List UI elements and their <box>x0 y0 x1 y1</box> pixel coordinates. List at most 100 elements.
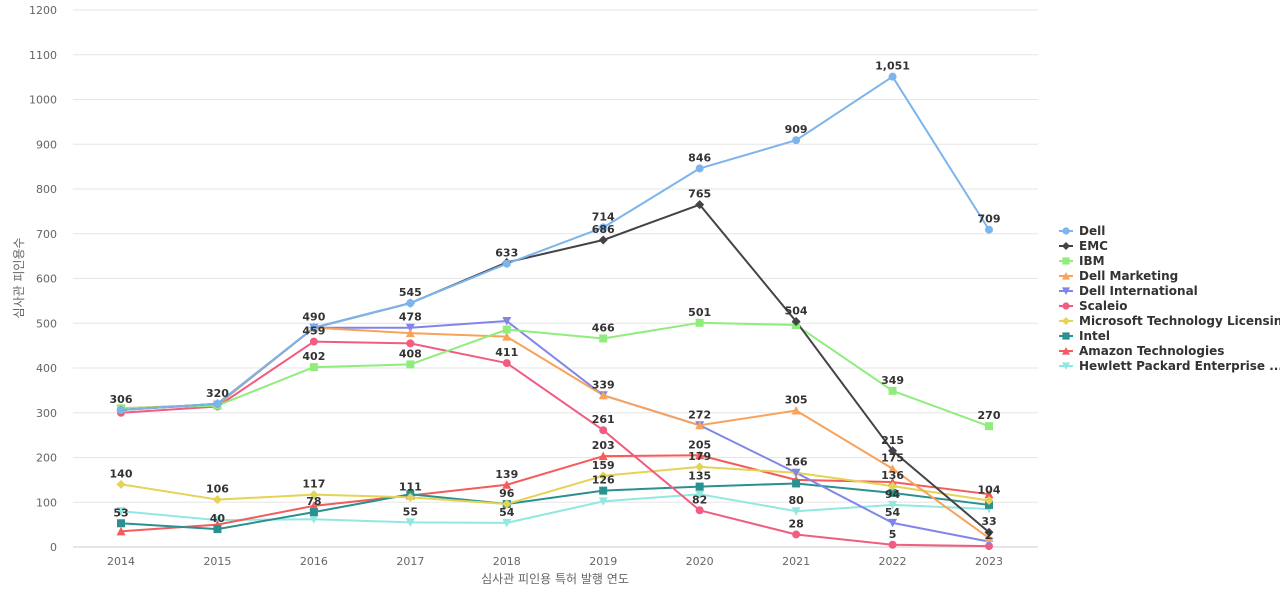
data-point <box>116 507 126 516</box>
data-label: 765 <box>688 188 711 201</box>
y-tick-label: 600 <box>36 273 57 286</box>
data-label: 159 <box>592 459 615 472</box>
data-point <box>117 406 125 415</box>
legend-marker <box>1061 316 1071 326</box>
data-label: 179 <box>688 450 711 463</box>
data-label: 205 <box>688 438 711 451</box>
data-label: 140 <box>110 467 133 480</box>
data-label: 459 <box>302 325 325 338</box>
data-point <box>888 518 898 528</box>
data-label: 411 <box>495 346 518 359</box>
data-point <box>791 316 801 326</box>
data-label: 111 <box>399 480 422 493</box>
data-point <box>792 530 801 539</box>
data-point <box>502 518 512 528</box>
legend-item[interactable]: Intel <box>1059 329 1110 343</box>
legend-marker <box>1061 271 1071 280</box>
data-point <box>406 360 415 369</box>
data-point <box>985 225 993 234</box>
y-tick-label: 700 <box>36 228 57 241</box>
data-label: 504 <box>785 304 808 317</box>
data-label: 846 <box>688 151 711 164</box>
legend-item[interactable]: Amazon Technologies <box>1059 344 1224 358</box>
data-point <box>791 507 801 516</box>
data-point <box>406 299 415 308</box>
data-point <box>309 508 318 517</box>
legend-marker <box>1061 241 1071 251</box>
data-label: 82 <box>692 493 707 506</box>
data-label: 545 <box>399 286 422 299</box>
data-point <box>309 515 319 524</box>
legend-item[interactable]: Dell <box>1059 224 1105 238</box>
data-label: 78 <box>306 495 321 508</box>
data-point <box>405 492 415 502</box>
data-label: 339 <box>592 378 615 391</box>
data-point <box>599 334 608 343</box>
y-tick-label: 1100 <box>29 49 57 62</box>
legend-item[interactable]: Dell International <box>1059 284 1198 298</box>
legend-item[interactable]: Microsoft Technology Licensing <box>1059 314 1280 328</box>
data-label: 909 <box>785 123 808 136</box>
data-point <box>695 450 705 460</box>
data-label: 33 <box>981 515 996 528</box>
y-tick-label: 400 <box>36 362 57 375</box>
data-point <box>405 328 415 338</box>
data-label: 126 <box>592 474 615 487</box>
legend-label: Dell <box>1079 224 1105 238</box>
data-point <box>599 486 608 495</box>
data-point <box>405 323 415 333</box>
data-point <box>213 399 222 408</box>
data-label: 166 <box>785 456 808 469</box>
y-tick-label: 200 <box>36 452 57 465</box>
data-point <box>888 446 898 456</box>
data-label: 203 <box>592 439 615 452</box>
data-label: 490 <box>302 311 325 324</box>
data-point <box>888 386 897 395</box>
x-tick-label: 2020 <box>686 555 714 568</box>
data-point <box>599 426 608 435</box>
y-tick-label: 1000 <box>29 94 57 107</box>
data-label: 96 <box>499 487 515 500</box>
x-tick-label: 2014 <box>107 555 135 568</box>
data-label: 478 <box>399 311 422 324</box>
y-tick-label: 100 <box>36 496 57 509</box>
legend-item[interactable]: EMC <box>1059 239 1108 253</box>
data-point <box>695 490 705 499</box>
data-label: 349 <box>881 374 904 387</box>
legend-label: Hewlett Packard Enterprise ... <box>1079 359 1280 373</box>
data-label: 135 <box>688 470 711 483</box>
data-label: 40 <box>210 512 226 525</box>
legend-label: Microsoft Technology Licensing <box>1079 314 1280 328</box>
legend-item[interactable]: Scaleio <box>1059 299 1127 313</box>
data-label: 54 <box>885 506 901 519</box>
x-tick-label: 2023 <box>975 555 1003 568</box>
data-point <box>116 479 126 489</box>
data-point <box>888 481 898 491</box>
data-point <box>598 497 608 506</box>
data-point <box>695 462 705 472</box>
legend-marker <box>1062 332 1070 340</box>
x-tick-label: 2019 <box>589 555 617 568</box>
data-point <box>695 420 705 430</box>
y-axis: 0 100 200 300 400 500 600 700 800 900 1000 1100 1200 <box>29 4 57 554</box>
legend-item[interactable]: Hewlett Packard Enterprise ... <box>1059 359 1280 373</box>
data-point <box>792 479 801 488</box>
x-tick-label: 2022 <box>879 555 907 568</box>
legend-item[interactable]: IBM <box>1059 254 1105 268</box>
x-tick-label: 2021 <box>782 555 810 568</box>
legend-marker <box>1062 227 1070 235</box>
data-point <box>598 471 608 481</box>
y-tick-label: 800 <box>36 183 57 196</box>
data-label: 709 <box>978 213 1001 226</box>
data-point <box>984 527 994 537</box>
data-point <box>599 223 608 232</box>
legend-label: Dell International <box>1079 284 1198 298</box>
legend-marker <box>1062 302 1070 310</box>
legend-label: Intel <box>1079 329 1110 343</box>
data-point <box>695 318 704 327</box>
legend-label: Dell Marketing <box>1079 269 1178 283</box>
legend-item[interactable]: Dell Marketing <box>1059 269 1178 283</box>
data-labels: 306 3204905456337148469091,05170968676550… <box>110 60 1001 542</box>
data-point <box>888 488 897 497</box>
